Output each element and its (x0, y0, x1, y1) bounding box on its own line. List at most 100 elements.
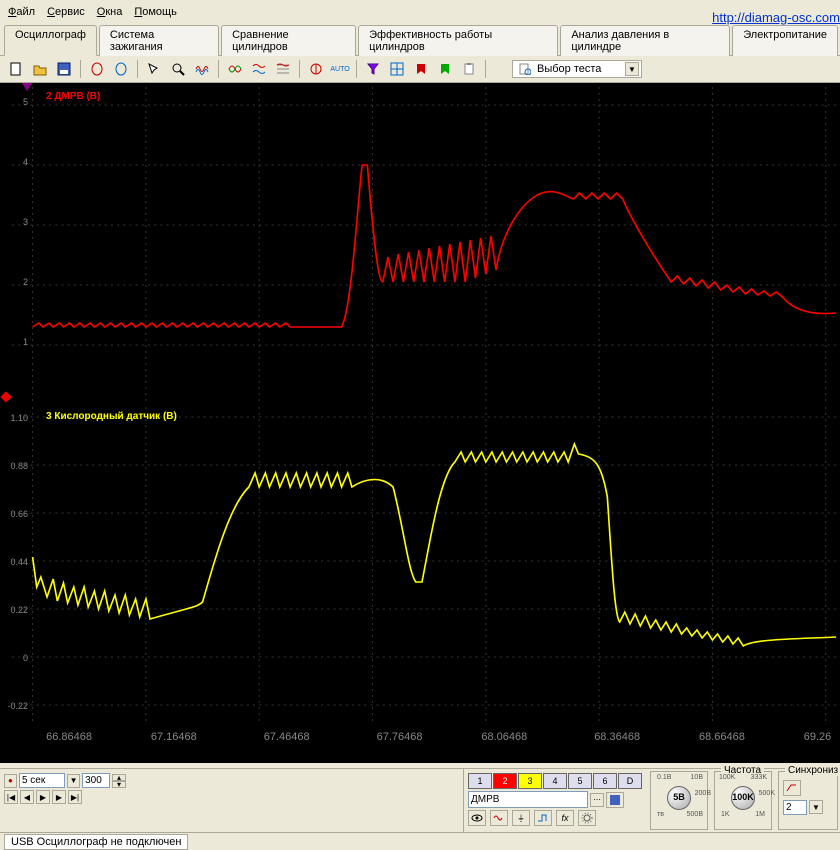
ch-btn-5[interactable]: 5 (568, 773, 592, 789)
ch-btn-d[interactable]: D (618, 773, 642, 789)
volt-knob-value: 5B (655, 792, 703, 802)
wave-stack-icon[interactable] (273, 59, 293, 79)
fx-icon[interactable]: fx (556, 810, 574, 826)
header-url[interactable]: http://diamag-osc.com (712, 10, 840, 25)
xaxis: 66.86468 67.16468 67.46468 67.76468 68.0… (30, 731, 836, 745)
samples-down[interactable]: ▾ (112, 781, 126, 788)
ch-btn-3[interactable]: 3 (518, 773, 542, 789)
ch-btn-2[interactable]: 2 (493, 773, 517, 789)
ytick: 5 (0, 97, 28, 107)
menu-help[interactable]: Помощь (134, 6, 177, 18)
wave-split-icon[interactable] (249, 59, 269, 79)
tab-pressure-cyl[interactable]: Анализ давления в цилиндре (560, 25, 730, 56)
zero-marker-icon[interactable] (0, 391, 11, 402)
marker-red-icon[interactable] (411, 59, 431, 79)
timebase-select[interactable]: 5 сек (19, 773, 65, 788)
save-icon[interactable] (54, 59, 74, 79)
document-icon (519, 63, 531, 75)
ytick: 0.66 (0, 509, 28, 519)
ytick: 0.22 (0, 605, 28, 615)
channel-name-input[interactable]: ДМРВ (468, 791, 588, 808)
marker-green-icon[interactable] (435, 59, 455, 79)
freq-knob-group: Частота 100K 333K 500K 1K 1M 100K (714, 771, 772, 830)
record-button[interactable]: ● (4, 774, 17, 788)
time-control: ● 5 сек ▼ 300 ▴ ▾ |◀ ◀ ▶ ▶ ▶| (0, 769, 130, 832)
tabbar: Осциллограф Система зажигания Сравнение … (0, 24, 840, 56)
tab-compare-cyl[interactable]: Сравнение цилиндров (221, 25, 356, 56)
statusbar: USB Осциллограф не подключен (0, 832, 840, 850)
status-text: USB Осциллограф не подключен (4, 834, 188, 850)
sync-title: Синхрониз (785, 765, 840, 776)
channel-name-more[interactable]: ⋯ (590, 793, 604, 807)
test-selector[interactable]: Выбор теста ▼ (512, 60, 642, 78)
tab-power[interactable]: Электропитание (732, 25, 838, 56)
grid-icon[interactable] (387, 59, 407, 79)
knob-tick: 1M (755, 811, 765, 818)
ch-btn-4[interactable]: 4 (543, 773, 567, 789)
sync-down[interactable]: ▼ (809, 800, 823, 814)
scope-pane-ch2[interactable]: 2 ДМРВ (B) (12, 87, 836, 403)
sync-mode-icon[interactable] (783, 780, 801, 796)
samples-input[interactable]: 300 (82, 773, 110, 788)
view-icon[interactable] (468, 810, 486, 826)
control-panel: ● 5 сек ▼ 300 ▴ ▾ |◀ ◀ ▶ ▶ ▶| 1 2 3 4 5 (0, 768, 840, 832)
wave-icon[interactable] (490, 810, 508, 826)
menu-file[interactable]: Файл (8, 6, 35, 18)
xtick: 67.46468 (264, 731, 310, 743)
probe-blue-icon[interactable] (111, 59, 131, 79)
tab-ignition[interactable]: Система зажигания (99, 25, 219, 56)
probe-red-icon[interactable] (87, 59, 107, 79)
clipboard-icon[interactable] (459, 59, 479, 79)
ytick: -0.22 (0, 701, 28, 711)
ytick: 4 (0, 157, 28, 167)
filter-icon[interactable] (363, 59, 383, 79)
timebase-down[interactable]: ▼ (67, 774, 80, 788)
knob-tick: 0.1В (657, 774, 671, 781)
ytick: 0 (0, 653, 28, 663)
coupling-icon[interactable]: ⏚ (512, 810, 530, 826)
xtick: 68.66468 (699, 731, 745, 743)
ch-btn-6[interactable]: 6 (593, 773, 617, 789)
scope-pane-ch3[interactable]: 3 Кислородный датчик (B) (12, 407, 836, 723)
cursor-icon[interactable] (144, 59, 164, 79)
tab-oscilloscope[interactable]: Осциллограф (4, 25, 97, 56)
channel-label-ch2: 2 ДМРВ (B) (46, 91, 100, 102)
seek-next[interactable]: ▶ (52, 790, 66, 804)
menu-windows[interactable]: Окна (97, 6, 123, 18)
ch-btn-1[interactable]: 1 (468, 773, 492, 789)
knob-tick: 100K (719, 774, 735, 781)
volt-knob-group: 0.1В 10В 200В 500В тв 5B (650, 771, 708, 830)
open-icon[interactable] (30, 59, 50, 79)
seek-last[interactable]: ▶| (68, 790, 82, 804)
trace-ch2 (33, 165, 836, 327)
trace-ch3 (33, 444, 836, 646)
knob-tick: 500В (687, 811, 703, 818)
new-icon[interactable] (6, 59, 26, 79)
sync-icon[interactable] (306, 59, 326, 79)
channel-panel: 1 2 3 4 5 6 D ДМРВ ⋯ ⏚ fx (463, 769, 840, 832)
zoom-icon[interactable] (168, 59, 188, 79)
chevron-down-icon[interactable]: ▼ (625, 62, 639, 76)
wave-overlay-icon[interactable] (225, 59, 245, 79)
tab-efficiency-cyl[interactable]: Эффективность работы цилиндров (358, 25, 558, 56)
gear-icon[interactable] (578, 810, 596, 826)
knob-tick: 333K (751, 774, 767, 781)
xtick: 68.06468 (481, 731, 527, 743)
ytick: 1 (0, 337, 28, 347)
wave-multi-icon[interactable] (192, 59, 212, 79)
ytick: 0.44 (0, 557, 28, 567)
play-button[interactable]: ▶ (36, 790, 50, 804)
sync-ch-input[interactable]: 2 (783, 800, 807, 815)
menu-service[interactable]: Сервис (47, 6, 85, 18)
auto-icon[interactable]: AUTO (330, 59, 350, 79)
channel-save-icon[interactable] (606, 792, 624, 808)
grid (12, 87, 836, 403)
seek-prev[interactable]: ◀ (20, 790, 34, 804)
toolbar: AUTO Выбор теста ▼ (0, 56, 840, 83)
ytick: 0.88 (0, 461, 28, 471)
xtick: 69.26 (804, 731, 832, 743)
xtick: 68.36468 (594, 731, 640, 743)
grid (12, 407, 836, 723)
invert-icon[interactable] (534, 810, 552, 826)
seek-first[interactable]: |◀ (4, 790, 18, 804)
